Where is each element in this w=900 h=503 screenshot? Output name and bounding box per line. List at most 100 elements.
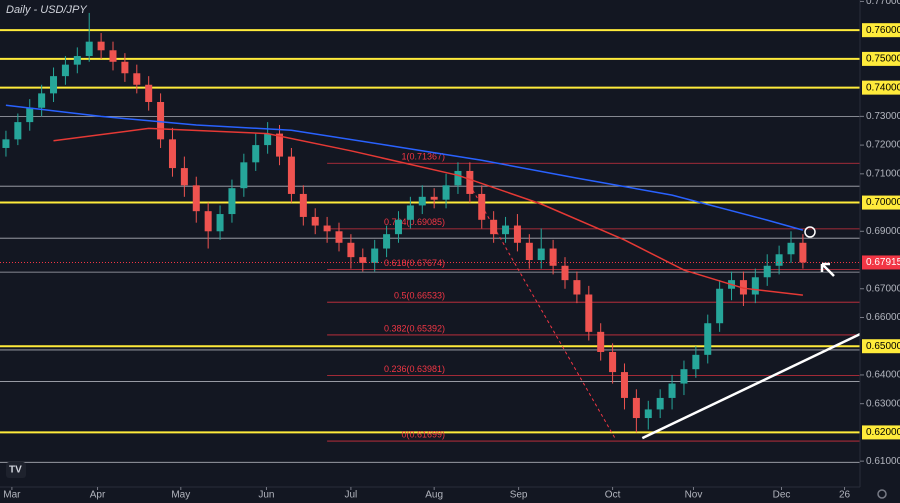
moving-average [53, 127, 803, 296]
candle-body [490, 219, 498, 235]
fib-label: 0(0.61699) [401, 429, 445, 439]
candle-body [442, 185, 450, 200]
candle-body [299, 193, 307, 217]
x-tick-label: Jul [345, 490, 358, 501]
candle-body [359, 257, 367, 263]
candle-body [240, 162, 248, 189]
candle-body [109, 50, 117, 62]
candle-body [73, 56, 81, 65]
candle-body [585, 294, 593, 332]
candle-body [537, 248, 545, 261]
trendline [641, 333, 861, 440]
fib-label: 0.382(0.65392) [384, 323, 445, 333]
x-tick-label: Jun [258, 490, 274, 501]
candle-body [85, 41, 93, 57]
x-tick-label: Aug [425, 490, 443, 501]
candle-body [2, 139, 10, 148]
fib-label: 0.236(0.63981) [384, 364, 445, 374]
y-tick-label: 0.65000 [866, 341, 900, 352]
x-tick-label: 26 [839, 490, 851, 501]
y-tick-label: 0.71000 [866, 168, 900, 179]
candle-body [216, 214, 224, 232]
y-tick-label: 0.62000 [866, 427, 900, 438]
candle-body [276, 133, 284, 157]
candle-body [145, 84, 153, 102]
key-level-tag [862, 80, 900, 95]
candle-body [513, 225, 521, 243]
y-tick-label: 0.61000 [866, 456, 900, 467]
candle-body [692, 354, 700, 370]
candle-body [287, 156, 295, 194]
x-tick-label: May [171, 490, 190, 501]
candle-body [121, 61, 129, 74]
candle-body [609, 351, 617, 373]
y-tick-label: 0.69000 [866, 226, 900, 237]
candle-body [454, 170, 462, 186]
candle-body [252, 145, 260, 163]
candle-body [418, 196, 426, 206]
candle-body [787, 242, 795, 255]
moving-average [5, 104, 804, 231]
candle-body [50, 76, 58, 94]
candle-body [192, 185, 200, 212]
key-level-tag [862, 23, 900, 38]
candle-body [573, 280, 581, 295]
y-tick-label: 0.66000 [866, 312, 900, 323]
candle-body [335, 231, 343, 243]
candle-body [14, 122, 22, 140]
fib-label: 0.5(0.66533) [394, 291, 445, 301]
y-tick-label: 0.77000 [866, 0, 900, 7]
fib-label: 1(0.71367) [401, 152, 445, 162]
y-tick-label: 0.67000 [866, 283, 900, 294]
candle-body [264, 133, 272, 146]
candle-body [525, 242, 533, 261]
x-tick-label: Nov [685, 490, 703, 501]
candle-body [430, 196, 438, 200]
candle-body [97, 41, 105, 51]
y-tick-label: 0.72000 [866, 140, 900, 151]
y-tick-label: 0.73000 [866, 111, 900, 122]
candle-body [466, 170, 474, 194]
logo: TV [6, 462, 26, 478]
candle-body [228, 188, 236, 215]
settings-icon[interactable] [877, 489, 887, 499]
x-tick-label: Dec [773, 490, 791, 501]
y-tick-label: 0.63000 [866, 398, 900, 409]
candle-body [751, 277, 759, 295]
candle-body [597, 331, 605, 352]
candle-body [775, 254, 783, 266]
y-tick-label: 0.70000 [866, 197, 900, 208]
x-tick-label: Sep [510, 490, 528, 501]
key-level-tag [862, 195, 900, 210]
key-level-tag [862, 339, 900, 354]
fib-label: 0.764(0.69085) [384, 217, 445, 227]
candle-body [311, 216, 319, 226]
plot-area: 1(0.71367)0.764(0.69085)0.618(0.67674)0.… [0, 12, 861, 463]
candle-body [394, 219, 402, 235]
x-tick-label: Apr [90, 490, 106, 501]
arrow-annotation [820, 262, 835, 277]
candle-body [799, 242, 807, 263]
candle-body [716, 288, 724, 324]
candle-body [632, 397, 640, 419]
candle-body [406, 205, 414, 220]
candle-body [347, 242, 355, 258]
candle-body [478, 193, 486, 220]
candle-body [668, 383, 676, 398]
candle-body [61, 64, 69, 77]
candle-body [38, 93, 46, 108]
last-price-label: 0.67915 [866, 257, 900, 268]
candle-body [26, 107, 34, 123]
candle-body [680, 369, 688, 384]
y-tick-label: 0.75000 [866, 54, 900, 65]
candle-body [371, 248, 379, 263]
chart-title: Daily - USD/JPY [6, 4, 87, 16]
candle-body [561, 265, 569, 281]
y-tick-label: 0.74000 [866, 82, 900, 93]
candle-body [204, 211, 212, 232]
candle-body [620, 372, 628, 398]
x-tick-label: Mar [3, 490, 21, 501]
